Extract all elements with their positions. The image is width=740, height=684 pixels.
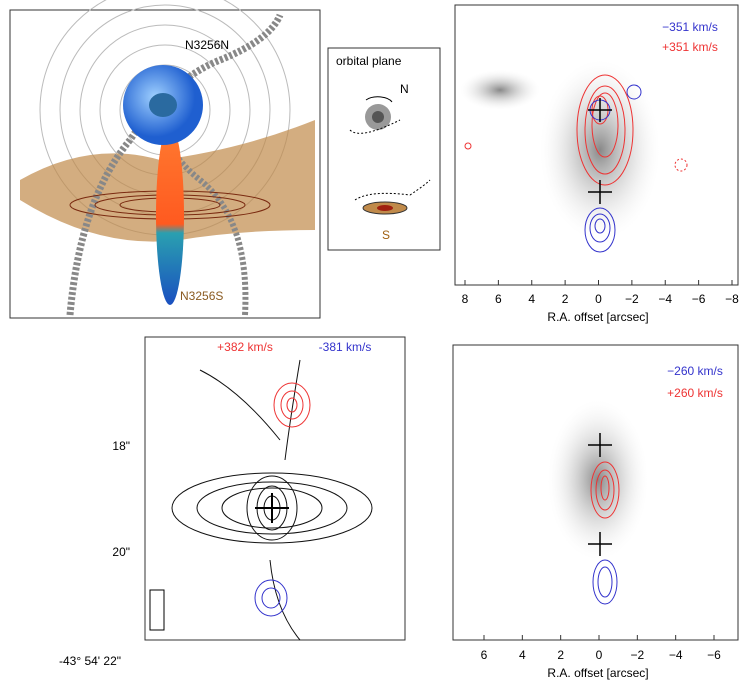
tick-label: 6 <box>495 292 502 306</box>
legend: +260 km/s <box>667 386 723 400</box>
tick-label: −4 <box>658 292 672 306</box>
tick-label: 4 <box>528 292 535 306</box>
tick-label: 8 <box>462 292 469 306</box>
tick-label: 2 <box>557 648 564 662</box>
axis-label: R.A. offset [arcsec] <box>547 310 648 324</box>
tick-label: 20" <box>112 545 130 559</box>
panel-a: N3256N N3256S <box>9 0 321 319</box>
tick-label: −4 <box>669 648 683 662</box>
tick-label: −6 <box>692 292 706 306</box>
tick-label: -43° 54' 22" <box>59 654 121 668</box>
legend: -381 km/s <box>319 340 372 354</box>
tick-label: 2 <box>562 292 569 306</box>
legend: −260 km/s <box>667 364 723 378</box>
tick-label: −8 <box>725 292 739 306</box>
label: S <box>382 228 390 242</box>
label: N3256N <box>185 38 229 52</box>
tick-label: 0 <box>595 292 602 306</box>
tick-label: −2 <box>625 292 639 306</box>
panel-d: +382 km/s -381 km/s 18" 20" -43° 54' 22" <box>59 336 406 668</box>
title: orbital plane <box>336 54 402 68</box>
tick-label: −2 <box>630 648 644 662</box>
legend: +351 km/s <box>662 40 718 54</box>
panel-e: −260 km/s +260 km/s 6 4 2 0 −2 −4 −6 R.A. offs… <box>452 344 739 680</box>
tick-label: 4 <box>519 648 526 662</box>
label: N3256S <box>180 289 223 303</box>
legend: −351 km/s <box>662 20 718 34</box>
tick-label: −6 <box>707 648 721 662</box>
panel-c: −351 km/s +351 km/s 8 6 4 2 0 −2 −4 −6 −8 R.A. o… <box>454 4 739 324</box>
axis-label: R.A. offset [arcsec] <box>547 666 648 680</box>
label: N <box>400 82 409 96</box>
legend: +382 km/s <box>217 340 273 354</box>
tick-label: 18" <box>112 439 130 453</box>
tick-label: 6 <box>481 648 488 662</box>
tick-label: 0 <box>596 648 603 662</box>
panel-b: orbital plane N S <box>327 47 441 251</box>
